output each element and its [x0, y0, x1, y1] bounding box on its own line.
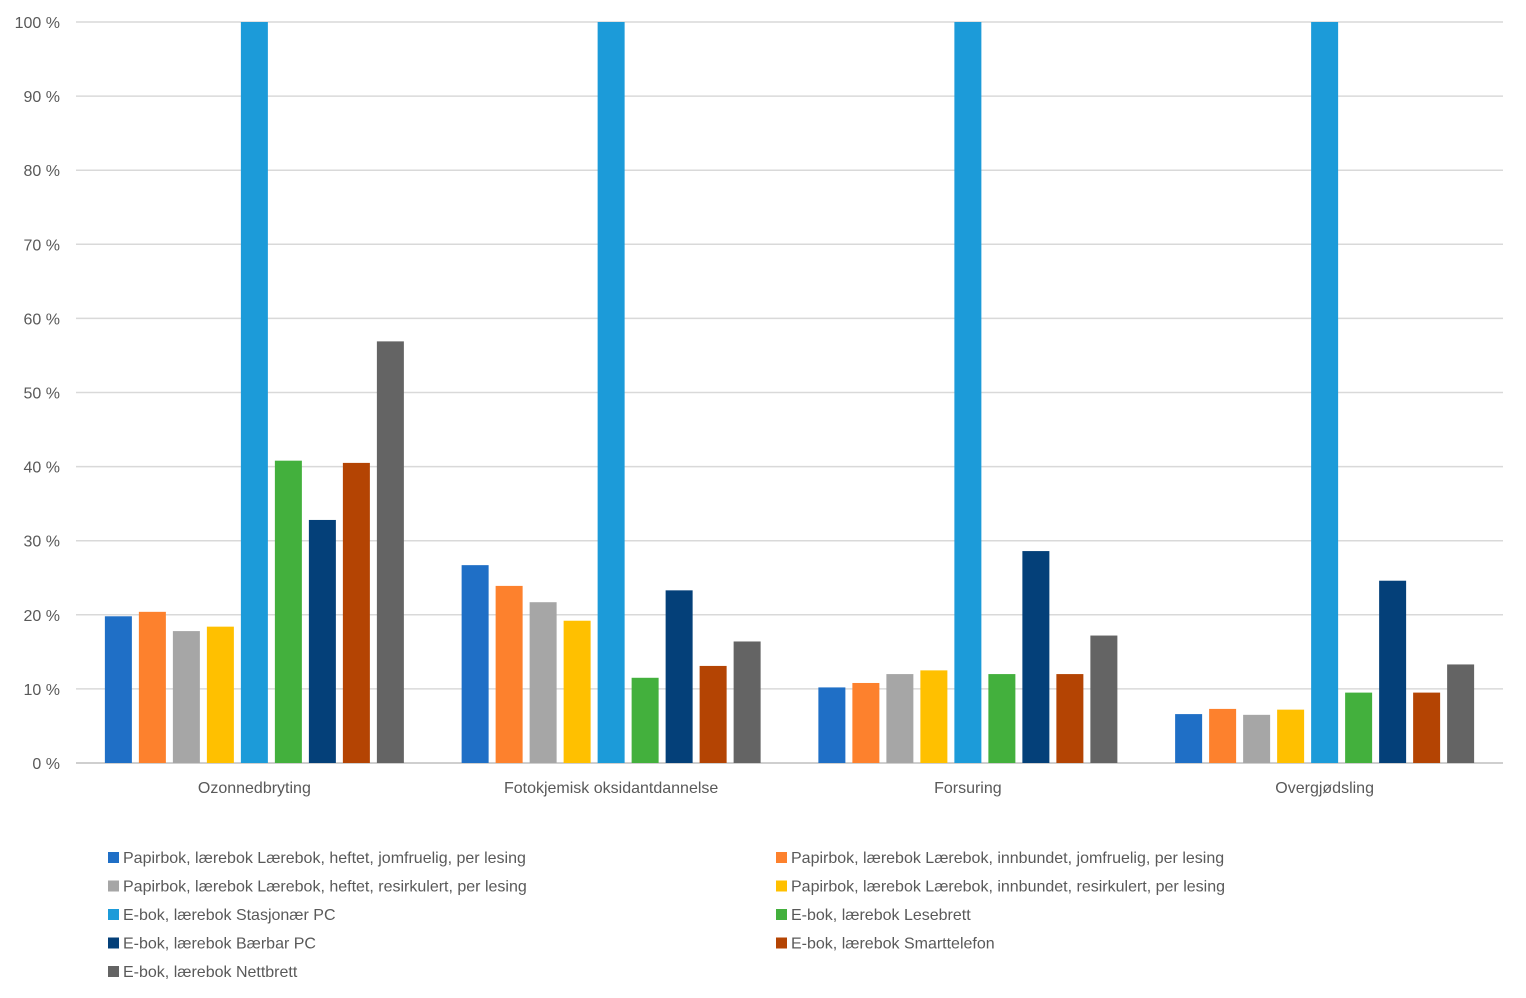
legend-label: Papirbok, lærebok Lærebok, innbundet, re…: [791, 879, 1225, 896]
legend-swatch: [108, 937, 119, 949]
y-axis-ticks: 0 % 10 % 20 % 30 % 40 % 50 % 60 % 70 % 80 % 90 % 1…: [15, 15, 60, 773]
category-label: Ozonnedbryting: [198, 780, 311, 797]
legend-label: Papirbok, lærebok Lærebok, innbundet, jo…: [791, 850, 1224, 867]
category-label: Overgjødsling: [1275, 780, 1374, 797]
bar: [240, 22, 268, 763]
legend: Papirbok, lærebok Lærebok, heftet, jomfr…: [108, 850, 1225, 981]
bar: [886, 674, 914, 763]
bar: [699, 665, 727, 763]
legend-item: E-bok, lærebok Bærbar PC: [108, 936, 316, 953]
y-tick-label: 80 %: [24, 163, 60, 180]
y-tick-label: 0 %: [32, 756, 60, 773]
category-label: Forsuring: [934, 780, 1002, 797]
y-tick-label: 40 %: [24, 460, 60, 477]
bar: [342, 462, 370, 763]
legend-swatch: [776, 909, 787, 920]
bar: [1413, 692, 1441, 763]
legend-item: E-bok, lærebok Stasjonær PC: [108, 907, 336, 924]
legend-label: E-bok, lærebok Nettbrett: [123, 964, 298, 981]
legend-swatch: [776, 880, 787, 892]
bar: [1277, 709, 1305, 763]
legend-item: E-bok, lærebok Smarttelefon: [776, 936, 995, 953]
legend-item: Papirbok, lærebok Lærebok, innbundet, jo…: [776, 850, 1224, 867]
bar: [1379, 580, 1407, 763]
legend-item: Papirbok, lærebok Lærebok, heftet, resir…: [108, 879, 527, 896]
bar: [1175, 714, 1203, 763]
bar: [1209, 708, 1237, 763]
legend-label: E-bok, lærebok Smarttelefon: [791, 936, 995, 953]
legend-swatch: [108, 966, 119, 977]
bar: [461, 565, 489, 763]
legend-item: E-bok, lærebok Nettbrett: [108, 964, 298, 981]
y-tick-label: 70 %: [24, 237, 60, 254]
bar: [818, 687, 846, 763]
bar: [597, 22, 625, 763]
legend-swatch: [776, 852, 787, 863]
bar: [852, 682, 880, 763]
legend-label: E-bok, lærebok Stasjonær PC: [123, 907, 336, 924]
legend-label: E-bok, lærebok Bærbar PC: [123, 936, 316, 953]
legend-swatch: [108, 852, 119, 863]
legend-label: Papirbok, lærebok Lærebok, heftet, resir…: [123, 879, 527, 896]
bars: [104, 22, 1475, 763]
bar: [631, 677, 659, 763]
legend-label: Papirbok, lærebok Lærebok, heftet, jomfr…: [123, 850, 526, 867]
y-tick-label: 20 %: [24, 608, 60, 625]
bar: [138, 611, 166, 763]
bar: [104, 616, 132, 763]
legend-swatch: [776, 937, 787, 949]
bar: [920, 670, 948, 763]
bar: [206, 626, 234, 763]
bar: [1345, 692, 1373, 763]
bar: [1311, 22, 1339, 763]
bar: [529, 602, 557, 763]
bar: [495, 585, 523, 763]
category-label: Fotokjemisk oksidantdannelse: [504, 780, 718, 797]
y-tick-label: 50 %: [24, 386, 60, 403]
bar: [1090, 635, 1118, 763]
bar: [665, 590, 693, 763]
bar: [1022, 551, 1050, 763]
y-tick-label: 10 %: [24, 682, 60, 699]
y-tick-label: 60 %: [24, 311, 60, 328]
bar: [988, 674, 1016, 763]
legend-label: E-bok, lærebok Lesebrett: [791, 907, 971, 924]
bar: [954, 22, 982, 763]
bar: [1447, 664, 1475, 763]
x-axis-categories: Ozonnedbryting Fotokjemisk oksidantdannel…: [198, 780, 1374, 797]
legend-item: E-bok, lærebok Lesebrett: [776, 907, 971, 924]
bar: [1243, 714, 1271, 763]
y-tick-label: 30 %: [24, 534, 60, 551]
legend-item: Papirbok, lærebok Lærebok, innbundet, re…: [776, 879, 1225, 896]
bar: [733, 641, 761, 763]
y-tick-label: 90 %: [24, 89, 60, 106]
bar: [308, 519, 336, 763]
legend-item: Papirbok, lærebok Lærebok, heftet, jomfr…: [108, 850, 526, 867]
bar: [274, 460, 302, 763]
bar: [563, 620, 591, 763]
bar: [172, 631, 200, 763]
legend-swatch: [108, 880, 119, 892]
y-tick-label: 100 %: [15, 15, 60, 32]
bar: [1056, 674, 1084, 763]
legend-swatch: [108, 909, 119, 920]
bar: [376, 341, 404, 763]
